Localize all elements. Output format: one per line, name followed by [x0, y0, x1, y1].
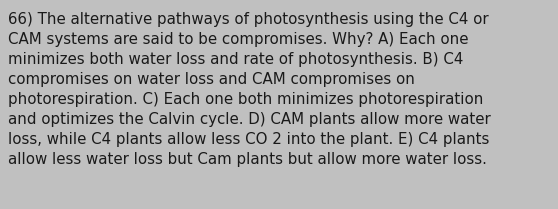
Text: 66) The alternative pathways of photosynthesis using the C4 or
CAM systems are s: 66) The alternative pathways of photosyn…: [8, 12, 490, 167]
